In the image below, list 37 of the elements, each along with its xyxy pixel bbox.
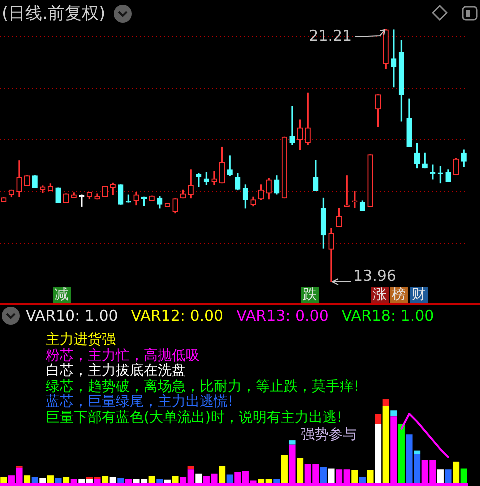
bar (188, 466, 194, 470)
annotation: 21.21 (309, 26, 352, 45)
bar (297, 458, 304, 485)
text: 绿芯，趋势破，离场急，比耐力，等止跌，莫手痒! (46, 378, 360, 394)
bar (328, 468, 335, 485)
text: VAR12: 0.00 (131, 307, 224, 325)
bar (382, 400, 390, 406)
bar (437, 470, 444, 485)
bar (320, 467, 327, 485)
bar (390, 410, 398, 417)
text: 跌 (301, 287, 319, 303)
text: 财 (410, 287, 428, 303)
bar (375, 424, 382, 485)
candlestick (290, 106, 296, 146)
text: 主力进货强 (46, 332, 117, 348)
annotation: 强势参与 (301, 427, 357, 443)
bar (219, 466, 226, 485)
text: VAR13: 0.00 (236, 307, 329, 325)
text: 榜 (390, 287, 408, 303)
text: 涨 (371, 287, 389, 303)
text: 减 (53, 287, 71, 303)
bar (453, 462, 460, 485)
bar (367, 470, 374, 485)
annotation: 巨量下部有蓝色(大单流出)时，说明有主力出逃! (46, 410, 344, 426)
text: 蓝芯，巨量绿尾，主力出逃慌! (46, 394, 235, 410)
text: VAR18: 1.00 (342, 307, 434, 325)
chart-title: (日线.前复权) (2, 3, 106, 25)
bar (398, 424, 405, 485)
bar (281, 455, 288, 485)
text: 粉芯，主力忙，高抛低吸 (46, 348, 201, 364)
annotation: 13.96 (354, 266, 396, 285)
bar (445, 470, 452, 485)
text: 白芯，主力拔底在洗盘 (46, 363, 187, 379)
bar (382, 406, 390, 485)
text: VAR10: 1.00 (26, 307, 118, 325)
bar (289, 440, 296, 445)
bar (375, 414, 382, 424)
